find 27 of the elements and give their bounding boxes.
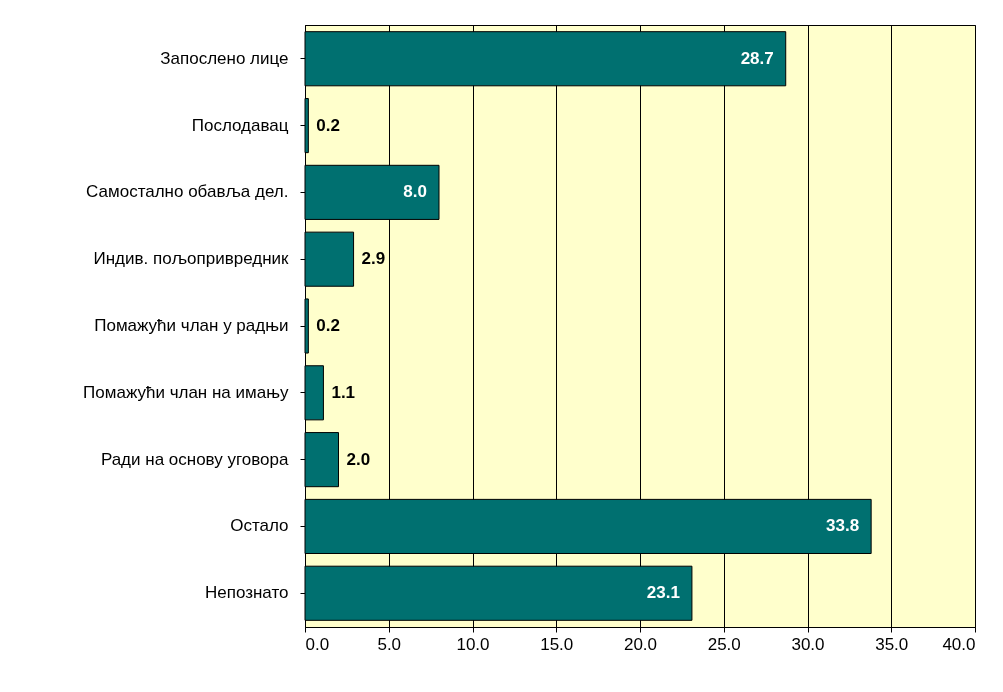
y-tick-label: Непознато	[204, 583, 289, 603]
x-tick-label: 5.0	[377, 634, 402, 654]
data-label: 2.0	[346, 449, 371, 469]
x-tick-label: 35.0	[875, 634, 909, 654]
x-tick-label: 20.0	[623, 634, 658, 654]
data-label: 8.0	[403, 182, 427, 202]
y-tick-label: Индив. пољопривредник	[93, 249, 290, 269]
data-label: 0.2	[316, 316, 340, 335]
y-tick-label: Запослено лице	[160, 48, 289, 68]
y-tick-label: Ради на основу уговора	[100, 449, 290, 469]
x-tick-label: 40.0	[942, 634, 976, 654]
data-label: 2.9	[361, 249, 386, 269]
y-tick-label: Остало	[230, 516, 289, 536]
data-label: 1.1	[331, 382, 356, 402]
y-tick-label: Помажући члан на имању	[83, 382, 289, 402]
y-tick-label: Послодавац	[191, 115, 289, 135]
x-tick-label: 15.0	[540, 634, 574, 654]
data-label: 33.8	[826, 516, 860, 536]
data-label: 28.7	[740, 48, 774, 68]
y-tick-label: Помажући члан у радњи	[94, 316, 289, 335]
x-tick-label: 10.0	[456, 634, 490, 654]
x-tick-label: 30.0	[791, 634, 825, 654]
x-tick-label: 25.0	[707, 634, 741, 654]
data-label: 0.2	[316, 115, 340, 135]
y-tick-label: Самостално обавља дел.	[86, 182, 289, 202]
data-label: 23.1	[646, 583, 680, 603]
x-tick-label: 0.0	[305, 634, 330, 654]
